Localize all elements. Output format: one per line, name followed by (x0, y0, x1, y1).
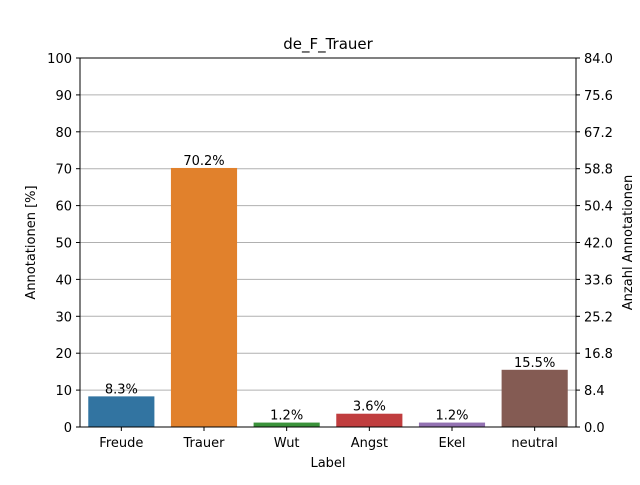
data-label: 3.6% (353, 400, 386, 415)
x-tick-label: Trauer (183, 436, 226, 451)
y-tick-label: 50 (55, 237, 72, 252)
y2-tick-label: 42.0 (584, 237, 613, 252)
y-axis-right: 0.0 8.4 16.8 25.2 33.6 42.0 50.4 58.8 67.2 75.6 84… (576, 52, 613, 436)
x-tick-label: neutral (511, 436, 558, 451)
y-tick-label: 10 (55, 384, 72, 399)
y2-tick-label: 67.2 (584, 126, 613, 141)
y2-tick-label: 0.0 (584, 421, 605, 436)
y2-tick-label: 58.8 (584, 163, 613, 178)
bar (418, 422, 486, 427)
data-label: 70.2% (183, 154, 224, 169)
y-tick-label: 20 (55, 347, 72, 362)
y-tick-label: 70 (55, 163, 72, 178)
x-tick-label: Angst (351, 436, 388, 451)
data-labels: 8.3% 70.2% 1.2% 3.6% 1.2% 15.5% (105, 154, 556, 424)
bar (253, 422, 320, 427)
y2-tick-label: 50.4 (584, 200, 613, 215)
y2-tick-label: 75.6 (584, 89, 613, 104)
bar (170, 167, 238, 427)
y-tick-label: 80 (55, 126, 72, 141)
y-tick-label: 0 (64, 421, 72, 436)
y-tick-label: 30 (55, 310, 72, 325)
y-tick-label: 100 (47, 52, 72, 67)
x-tick-label: Ekel (439, 436, 466, 451)
y-tick-label: 40 (55, 273, 72, 288)
y2-tick-label: 8.4 (584, 384, 605, 399)
data-label: 15.5% (514, 356, 555, 371)
bar (88, 396, 155, 427)
data-label: 8.3% (105, 382, 138, 397)
y-axis-left: 0 10 20 30 40 50 60 70 80 90 100 (47, 52, 80, 436)
chart-title: de_F_Trauer (283, 35, 373, 54)
y2-tick-label: 16.8 (584, 347, 613, 362)
y-tick-label: 90 (55, 89, 72, 104)
y2-axis-title: Anzahl Annotationen (621, 175, 636, 310)
x-axis: Freude Trauer Wut Angst Ekel neutral (99, 427, 558, 451)
y2-tick-label: 84.0 (584, 52, 613, 67)
x-axis-title: Label (310, 456, 345, 471)
y2-tick-label: 25.2 (584, 310, 613, 325)
y-tick-label: 60 (55, 200, 72, 215)
x-tick-label: Wut (274, 436, 300, 451)
bars (88, 167, 568, 427)
y2-tick-label: 33.6 (584, 273, 613, 288)
bar (336, 413, 403, 427)
data-label: 1.2% (435, 409, 468, 424)
y-axis-title: Annotationen [%] (24, 185, 39, 299)
bar (501, 369, 568, 427)
x-tick-label: Freude (99, 436, 143, 451)
data-label: 1.2% (270, 409, 303, 424)
